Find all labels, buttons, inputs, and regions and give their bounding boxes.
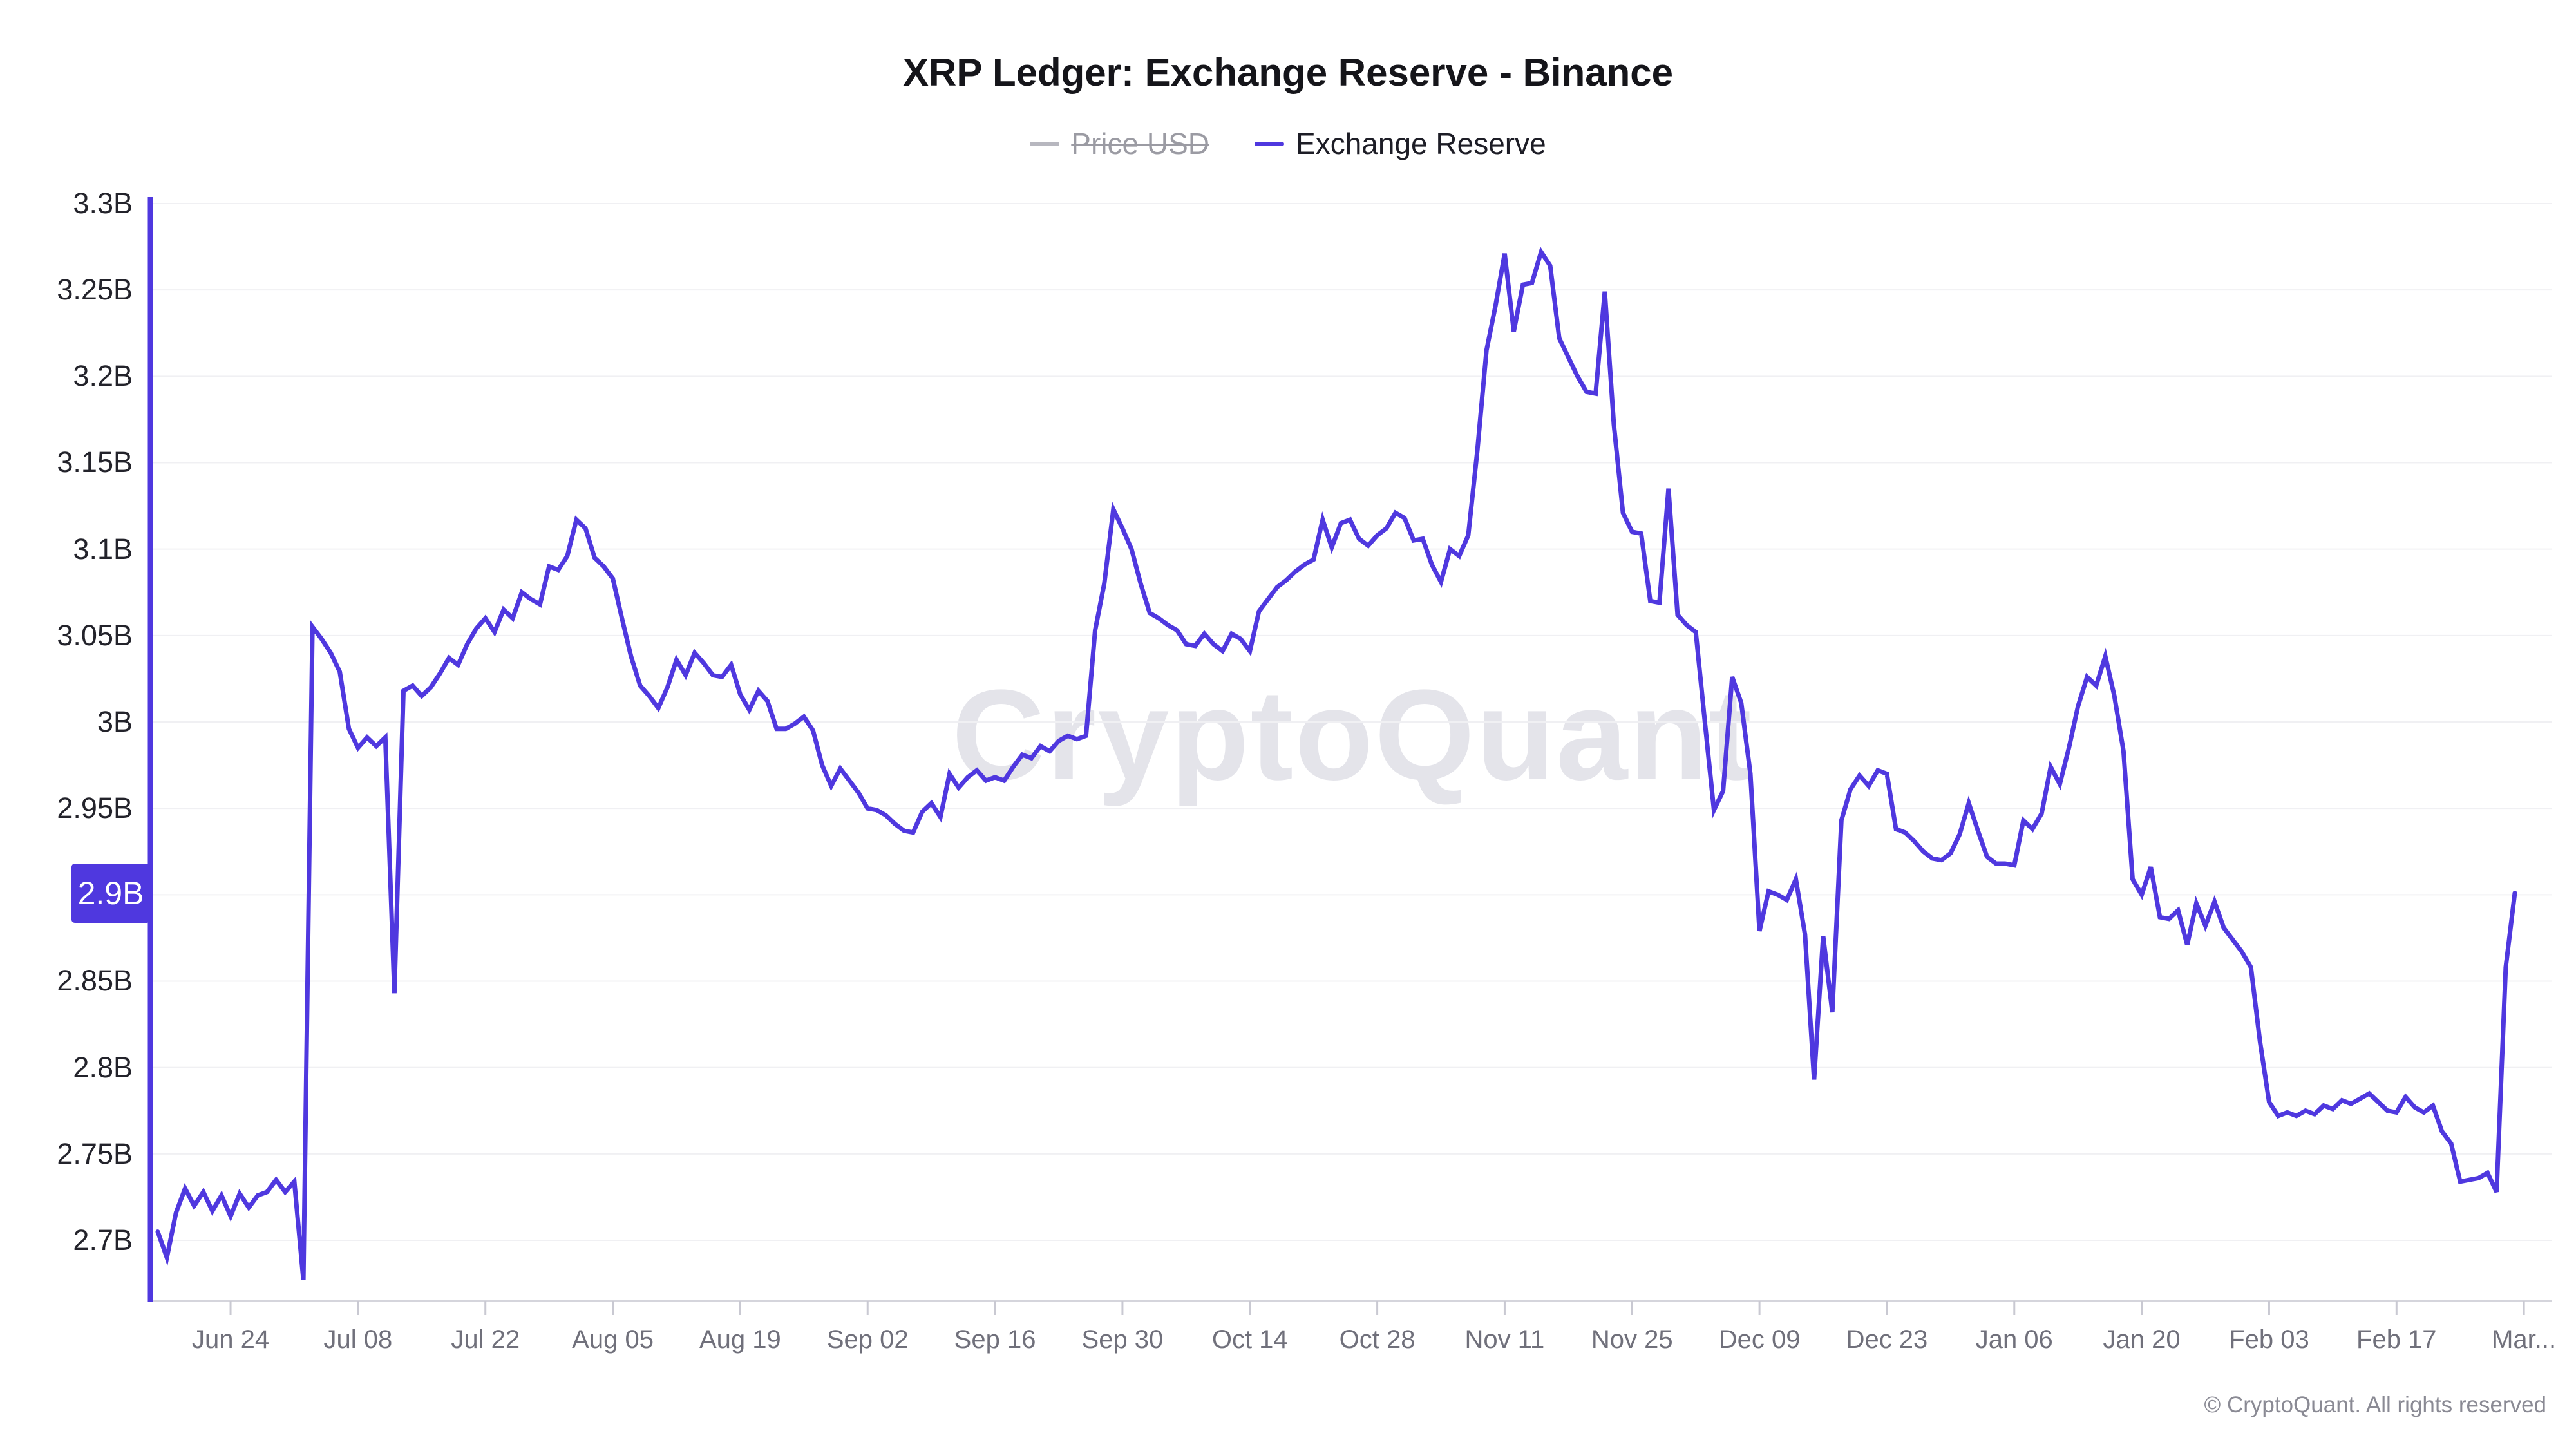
x-tick-label: Jan 20 bbox=[2103, 1325, 2181, 1354]
last-value-text: 2.9B bbox=[77, 875, 144, 911]
legend-label-exchange-reserve: Exchange Reserve bbox=[1296, 127, 1546, 160]
y-tick-label: 2.95B bbox=[57, 791, 133, 825]
x-tick-label: Nov 25 bbox=[1591, 1325, 1673, 1354]
y-tick-label: 2.75B bbox=[57, 1137, 133, 1170]
x-tick-label: Nov 11 bbox=[1464, 1325, 1545, 1354]
x-tick-label: Feb 17 bbox=[2356, 1325, 2437, 1354]
y-tick-label: 3.1B bbox=[73, 532, 133, 565]
y-tick-label: 3.25B bbox=[57, 273, 133, 307]
y-tick-label: 3.05B bbox=[57, 618, 133, 652]
x-tick-label: Sep 16 bbox=[954, 1325, 1036, 1354]
x-tick-label: Aug 05 bbox=[572, 1325, 654, 1354]
legend-item-price-usd[interactable]: Price USD bbox=[1030, 126, 1209, 161]
x-tick-label: Dec 23 bbox=[1846, 1325, 1928, 1354]
y-tick-label: 3.3B bbox=[73, 187, 133, 220]
x-tick-label: Dec 09 bbox=[1718, 1325, 1801, 1354]
legend-label-price-usd: Price USD bbox=[1071, 127, 1210, 160]
x-tick-label: Oct 28 bbox=[1339, 1325, 1416, 1354]
x-tick-label: Jul 22 bbox=[451, 1325, 520, 1354]
x-tick-label: Feb 03 bbox=[2229, 1325, 2309, 1354]
y-tick-label: 3.15B bbox=[57, 446, 133, 479]
x-tick-label: Sep 30 bbox=[1081, 1325, 1164, 1354]
exchange-reserve-dash-icon bbox=[1255, 141, 1285, 146]
x-tick-label: Mar... bbox=[2492, 1325, 2557, 1354]
y-tick-label: 2.85B bbox=[57, 964, 133, 998]
y-tick-label: 3.2B bbox=[73, 359, 133, 393]
y-tick-label: 3B bbox=[97, 705, 133, 738]
legend-item-exchange-reserve[interactable]: Exchange Reserve bbox=[1255, 126, 1546, 161]
x-tick-label: Jul 08 bbox=[323, 1325, 393, 1354]
x-tick-label: Jun 24 bbox=[191, 1325, 270, 1354]
x-tick-label: Sep 02 bbox=[826, 1325, 909, 1354]
x-tick-label: Jan 06 bbox=[1975, 1325, 2053, 1354]
chart-title: XRP Ledger: Exchange Reserve - Binance bbox=[902, 51, 1673, 94]
x-tick-label: Aug 19 bbox=[699, 1325, 781, 1354]
x-tick-label: Oct 14 bbox=[1211, 1325, 1288, 1354]
last-value-badge: 2.9B bbox=[71, 863, 150, 923]
y-tick-label: 2.7B bbox=[73, 1223, 133, 1256]
exchange-reserve-line[interactable] bbox=[155, 246, 2517, 1281]
copyright-note: © CryptoQuant. All rights reserved bbox=[2204, 1392, 2546, 1417]
price-usd-dash-icon bbox=[1030, 141, 1060, 146]
y-tick-label: 2.8B bbox=[73, 1050, 133, 1084]
legend: Price USD Exchange Reserve bbox=[0, 126, 2576, 161]
